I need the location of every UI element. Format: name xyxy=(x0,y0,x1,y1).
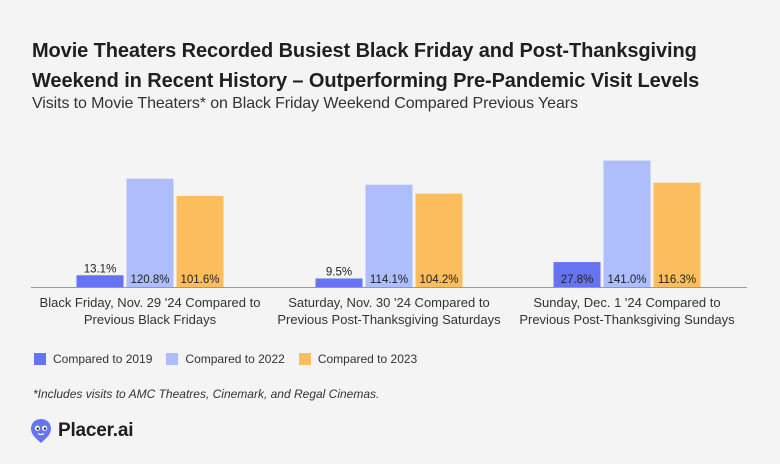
legend-swatch xyxy=(298,353,311,365)
x-tick-label: Sunday, Dec. 1 '24 Compared to xyxy=(533,295,720,310)
brand-name: Placer.ai xyxy=(58,420,134,441)
bar xyxy=(603,160,651,287)
data-label: 13.1% xyxy=(84,263,117,275)
bar xyxy=(315,278,363,287)
data-label: 101.6% xyxy=(180,274,219,286)
legend-item: Compared to 2022 xyxy=(166,352,285,366)
bar xyxy=(76,275,124,287)
x-tick-label: Previous Post-Thanksgiving Saturdays xyxy=(277,312,501,327)
bar xyxy=(415,193,463,287)
placer-logo-icon xyxy=(31,419,51,443)
legend-item: Compared to 2023 xyxy=(298,352,418,366)
data-label: 120.8% xyxy=(130,274,169,286)
legend-item: Compared to 2019 xyxy=(34,352,152,366)
x-tick-label: Black Friday, Nov. 29 '24 Compared to xyxy=(40,295,261,310)
footnote: *Includes visits to AMC Theatres, Cinema… xyxy=(33,387,380,401)
legend-label: Compared to 2023 xyxy=(317,352,418,366)
data-label: 104.2% xyxy=(419,274,458,286)
chart-title: Movie Theaters Recorded Busiest Black Fr… xyxy=(32,40,700,92)
legend-label: Compared to 2019 xyxy=(53,352,153,366)
chart-legend: Compared to 2019 Compared to 2022 Compared… xyxy=(34,352,431,366)
bar xyxy=(176,195,224,287)
data-label: 116.3% xyxy=(658,274,696,286)
data-label: 27.8% xyxy=(561,274,594,286)
data-label: 141.0% xyxy=(607,274,646,286)
chart-subtitle: Visits to Movie Theaters* on Black Frida… xyxy=(32,95,578,112)
brand: Placer.ai xyxy=(30,418,134,444)
x-tick-label: Previous Black Fridays xyxy=(84,312,217,327)
x-tick-label: Previous Post-Thanksgiving Sundays xyxy=(519,312,735,327)
legend-label: Compared to 2022 xyxy=(185,352,285,366)
bar xyxy=(365,184,413,287)
bar xyxy=(653,182,701,287)
bar xyxy=(126,178,174,287)
data-label: 9.5% xyxy=(326,266,352,278)
bar xyxy=(553,262,601,287)
legend-swatch xyxy=(166,353,179,365)
data-label: 114.1% xyxy=(370,274,408,286)
legend-swatch xyxy=(34,353,46,365)
x-tick-label: Saturday, Nov. 30 '24 Compared to xyxy=(288,295,489,310)
